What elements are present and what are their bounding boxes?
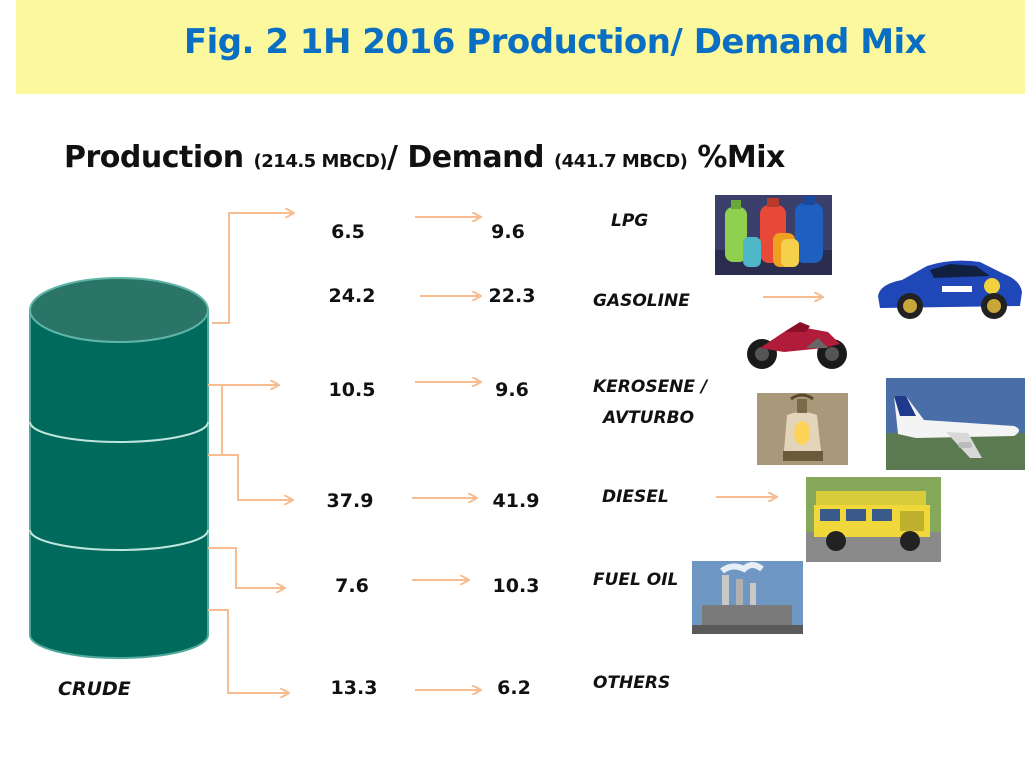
production-value-diesel: 37.9 xyxy=(326,490,374,512)
title-banner xyxy=(16,0,1025,94)
crude-barrel-icon xyxy=(29,277,209,659)
crude-label: CRUDE xyxy=(58,678,131,700)
production-value-kerosene: 10.5 xyxy=(328,379,376,401)
production-value-fueloil: 7.6 xyxy=(335,575,369,597)
connector-diesel xyxy=(208,454,292,500)
demand-value-lpg: 9.6 xyxy=(491,221,525,243)
airplane-icon xyxy=(886,378,1025,470)
jeepney-icon xyxy=(806,477,941,562)
rally-car-icon xyxy=(878,260,1022,319)
product-label-kerosene-line1: KEROSENE / xyxy=(593,377,708,397)
connector-kerosene-stem xyxy=(208,385,223,456)
lantern-icon xyxy=(757,393,848,465)
chart-subtitle: Production (214.5 MBCD)/ Demand (441.7 M… xyxy=(64,140,785,175)
subtitle-demand: / Demand xyxy=(387,140,554,175)
product-label-others: OTHERS xyxy=(593,673,671,693)
demand-value-others: 6.2 xyxy=(497,677,531,699)
product-label-diesel: DIESEL xyxy=(602,487,669,507)
product-label-fueloil: FUEL OIL xyxy=(593,570,679,590)
product-label-kerosene: KEROSENE / AVTURBO xyxy=(593,372,707,434)
power-plant-icon xyxy=(692,561,803,634)
production-value-lpg: 6.5 xyxy=(331,221,365,243)
connector-others xyxy=(208,609,288,693)
product-label-gasoline: GASOLINE xyxy=(593,291,690,311)
product-label-kerosene-line2: AVTURBO xyxy=(603,408,695,428)
subtitle-mix: %Mix xyxy=(687,140,785,175)
subtitle-production-total: (214.5 MBCD) xyxy=(253,151,388,172)
demand-value-gasoline: 22.3 xyxy=(488,285,536,307)
page-title: Fig. 2 1H 2016 Production/ Demand Mix xyxy=(183,22,927,62)
connector-fueloil xyxy=(208,547,284,588)
connector-lpg xyxy=(212,213,293,324)
production-value-gasoline: 24.2 xyxy=(328,285,376,307)
motorcycle-icon xyxy=(747,322,847,369)
demand-value-fueloil: 10.3 xyxy=(492,575,540,597)
subtitle-production: Production xyxy=(64,140,254,175)
production-value-others: 13.3 xyxy=(330,677,378,699)
demand-value-kerosene: 9.6 xyxy=(495,379,529,401)
subtitle-demand-total: (441.7 MBCD) xyxy=(553,151,688,172)
demand-value-diesel: 41.9 xyxy=(492,490,540,512)
lpg-cylinders-icon xyxy=(715,195,832,275)
product-label-lpg: LPG xyxy=(611,211,649,231)
